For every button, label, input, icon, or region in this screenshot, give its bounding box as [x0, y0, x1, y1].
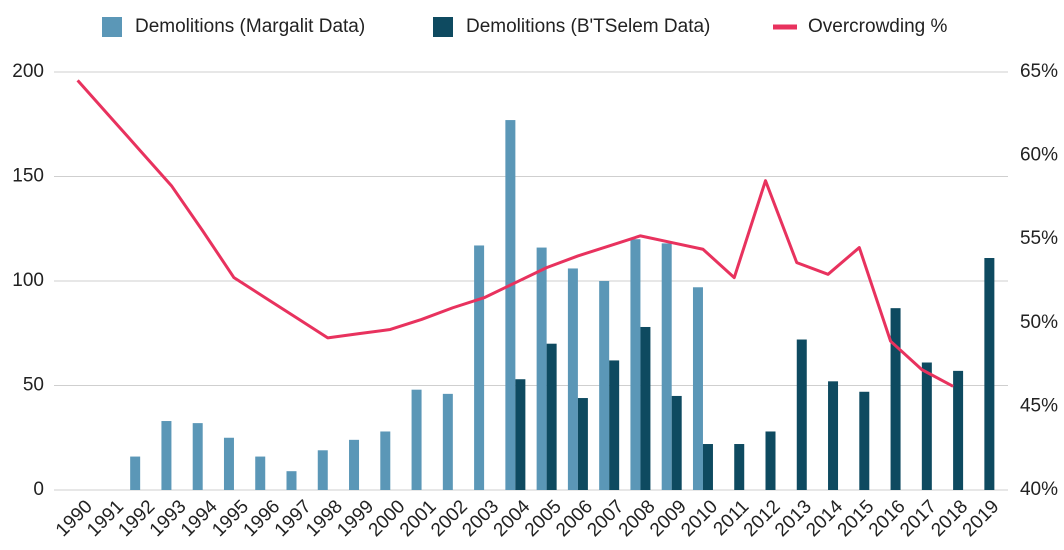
- legend-swatch: [102, 17, 122, 37]
- y2-tick-label: 60%: [1020, 145, 1058, 166]
- bar: [192, 423, 203, 490]
- bar: [702, 444, 713, 490]
- y-tick-label: 100: [12, 270, 44, 291]
- x-tick-label: 2019: [959, 496, 1004, 541]
- bar: [577, 398, 588, 490]
- bar: [223, 437, 234, 490]
- bar: [984, 258, 995, 490]
- y-tick-label: 150: [12, 166, 44, 187]
- bar: [536, 247, 547, 490]
- y2-tick-label: 50%: [1020, 312, 1058, 333]
- y2-tick-label: 55%: [1020, 228, 1058, 249]
- bar: [474, 245, 485, 490]
- bar: [890, 308, 901, 490]
- bar: [661, 243, 672, 490]
- legend-label: Overcrowding %: [808, 16, 947, 37]
- bar: [630, 239, 641, 490]
- bar: [671, 395, 682, 490]
- bar: [380, 431, 391, 490]
- bar: [609, 360, 620, 490]
- y-tick-label: 200: [12, 61, 44, 82]
- bar: [546, 343, 557, 490]
- bar: [567, 268, 578, 490]
- bar: [765, 431, 776, 490]
- bar: [734, 444, 745, 490]
- bar: [796, 339, 807, 490]
- y-tick-label: 0: [33, 479, 44, 500]
- bar: [692, 287, 703, 490]
- y-tick-label: 50: [23, 375, 44, 396]
- bar: [161, 421, 172, 490]
- bar: [130, 456, 141, 490]
- legend-swatch: [433, 17, 453, 37]
- bar: [317, 450, 328, 490]
- bar: [859, 391, 870, 490]
- bar: [411, 389, 422, 490]
- bar: [828, 381, 839, 490]
- y2-tick-label: 40%: [1020, 479, 1058, 500]
- bar: [442, 393, 453, 490]
- line: [76, 79, 954, 388]
- bar: [921, 362, 932, 490]
- bar: [515, 379, 526, 490]
- bar: [599, 281, 610, 490]
- legend-label: Demolitions (B'TSelem Data): [466, 16, 710, 37]
- y2-tick-label: 65%: [1020, 61, 1058, 82]
- legend-label: Demolitions (Margalit Data): [135, 16, 365, 37]
- bar: [640, 326, 651, 490]
- bar: [349, 439, 360, 490]
- y2-tick-label: 45%: [1020, 395, 1058, 416]
- bar: [505, 120, 516, 490]
- bar: [286, 471, 297, 490]
- bar: [255, 456, 266, 490]
- bar: [953, 370, 964, 490]
